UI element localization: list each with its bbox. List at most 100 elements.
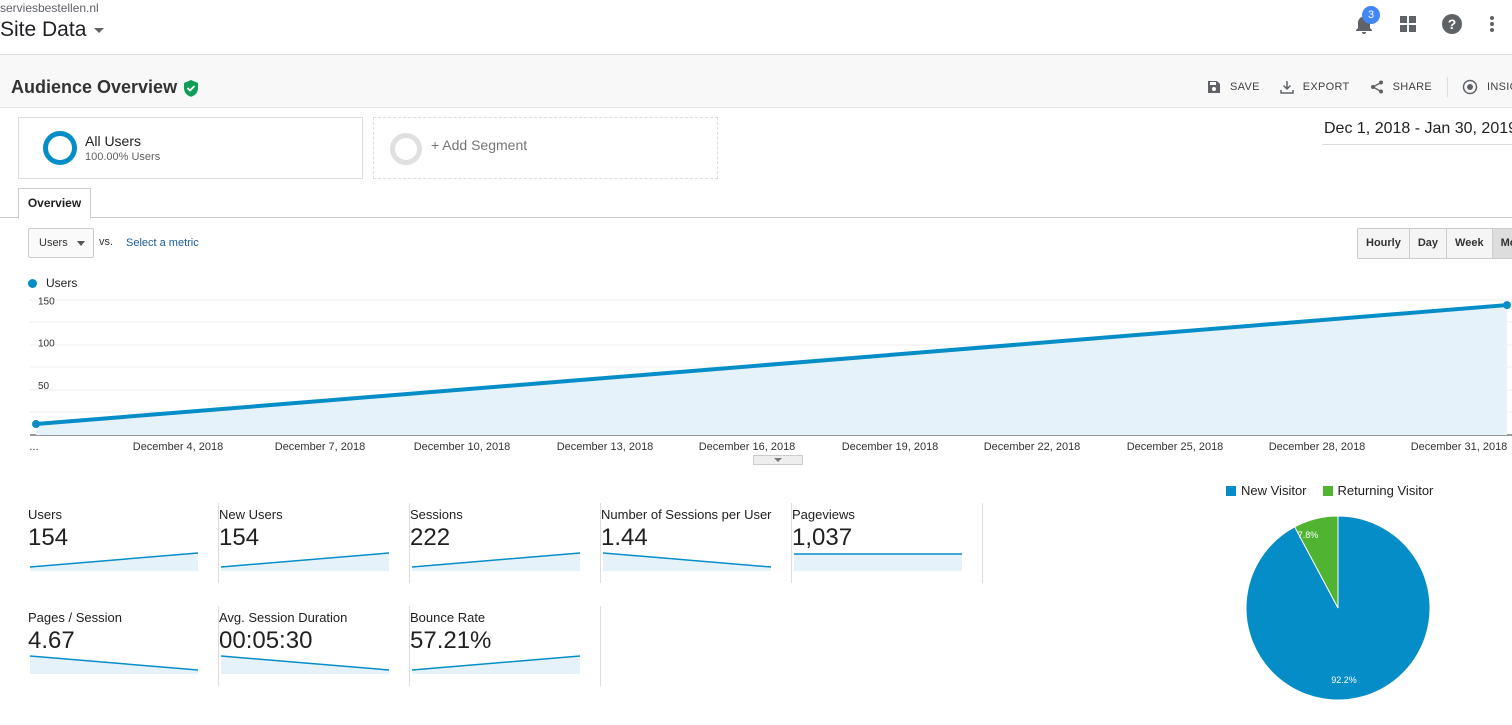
- chart-expand-handle[interactable]: [753, 455, 803, 465]
- metric-label: Pageviews: [792, 507, 855, 522]
- hourly-button[interactable]: Hourly: [1358, 229, 1410, 258]
- segment-all-users[interactable]: All Users 100.00% Users: [18, 117, 363, 179]
- tab-overview[interactable]: Overview: [18, 188, 91, 219]
- sparkline: [794, 553, 962, 571]
- svg-text:?: ?: [1448, 16, 1457, 32]
- day-button[interactable]: Day: [1409, 229, 1448, 258]
- metric-tile[interactable]: Bounce Rate 57.21%: [410, 606, 601, 686]
- bell-icon[interactable]: 3: [1350, 6, 1380, 38]
- export-button[interactable]: EXPORT: [1279, 80, 1350, 94]
- legend-swatch: [1322, 485, 1333, 496]
- metric-tile[interactable]: Pages / Session 4.67: [28, 606, 219, 686]
- metric-value: 154: [219, 524, 260, 551]
- chevron-down-icon: [77, 241, 85, 246]
- chevron-down-icon: [774, 458, 782, 462]
- chart-legend: Users: [28, 276, 77, 290]
- sparkline-area: [603, 553, 771, 571]
- add-segment-label: + Add Segment: [431, 137, 528, 153]
- metric-value: 4.67: [28, 627, 75, 654]
- vs-label: vs.: [99, 236, 114, 248]
- chevron-down-icon: [94, 27, 105, 33]
- sparkline-area: [412, 656, 580, 674]
- x-tick-label: December 25, 2018: [1127, 441, 1224, 453]
- help-icon[interactable]: ?: [1438, 10, 1466, 38]
- sparkline: [221, 552, 389, 571]
- pie-label: 92.2%: [1331, 675, 1357, 685]
- metric-value: 1,037: [792, 524, 853, 551]
- sparkline-line: [603, 552, 771, 568]
- x-tick-label: December 4, 2018: [133, 441, 224, 453]
- more-vert-icon[interactable]: [1478, 10, 1506, 38]
- x-tick-label: ...: [29, 441, 38, 453]
- verified-shield-icon: [184, 79, 199, 97]
- legend-swatch: [1226, 485, 1236, 496]
- legend-returning-visitor: Returning Visitor: [1322, 483, 1433, 498]
- metric-tile[interactable]: Pageviews 1,037: [792, 503, 983, 583]
- sparkline: [412, 552, 580, 571]
- metric-label: New Users: [219, 507, 283, 522]
- save-icon: [1208, 81, 1220, 93]
- sparkline: [30, 655, 198, 674]
- date-range-picker[interactable]: Dec 1, 2018 - Jan 30, 2019: [1322, 120, 1512, 145]
- x-tick-label: December 31, 2018: [1411, 441, 1508, 453]
- granularity-toggle: Hourly Day Week Month: [1357, 228, 1512, 259]
- data-point: [1503, 301, 1511, 310]
- select-metric-link[interactable]: Select a metric: [126, 237, 199, 249]
- sparkline-area: [30, 553, 198, 571]
- pie-label: 7.8%: [1298, 530, 1319, 540]
- sparkline-area: [412, 553, 580, 571]
- segment-name: All Users: [85, 133, 142, 149]
- add-segment-button[interactable]: + Add Segment: [373, 117, 718, 179]
- report-actions: SAVE EXPORT SHARE INSIGHTS: [1207, 77, 1512, 97]
- sparkline: [30, 552, 198, 571]
- segment-ring-icon: [43, 131, 77, 165]
- sparkline: [412, 655, 580, 674]
- x-tick-label: December 13, 2018: [557, 441, 654, 453]
- share-button[interactable]: SHARE: [1370, 80, 1432, 94]
- metric-label: Sessions: [410, 507, 463, 522]
- metric-label: Users: [28, 507, 62, 522]
- x-tick-label: December 19, 2018: [842, 441, 939, 453]
- apps-grid-icon[interactable]: [1394, 10, 1422, 38]
- property-name: serviesbestellen.nl: [0, 1, 99, 15]
- sparkline-area: [221, 656, 389, 674]
- report-header: Audience Overview SAVE EXPORT SHARE INSI…: [0, 55, 1512, 108]
- metric-tile[interactable]: Avg. Session Duration 00:05:30: [219, 606, 410, 686]
- metric-tile[interactable]: Sessions 222: [410, 503, 601, 583]
- metric-dropdown[interactable]: Users: [28, 228, 94, 258]
- users-line-chart: 50 100 150... December 4, 2018 December 7, 2…: [29, 296, 1512, 453]
- save-button[interactable]: SAVE: [1207, 80, 1260, 94]
- x-tick-label: December 10, 2018: [414, 441, 511, 453]
- legend-users: Users: [46, 276, 78, 290]
- week-button[interactable]: Week: [1447, 229, 1493, 258]
- view-selector[interactable]: Site Data: [0, 18, 105, 42]
- pie-slice[interactable]: [1294, 515, 1339, 609]
- metric-value: 00:05:30: [219, 627, 313, 654]
- metric-label: Pages / Session: [28, 610, 122, 625]
- sparkline-line: [30, 552, 198, 568]
- metric-tile[interactable]: Users 154: [28, 503, 219, 583]
- notification-badge: 3: [1362, 6, 1380, 24]
- download-icon: [1279, 81, 1294, 94]
- area-fill: [36, 305, 1507, 435]
- sparkline-line: [221, 655, 389, 671]
- x-tick-label: December 28, 2018: [1269, 441, 1366, 453]
- tab-bar: Overview: [0, 188, 1512, 219]
- metric-value: 1.44: [601, 524, 648, 551]
- sparkline-area: [30, 656, 198, 674]
- metric-tile[interactable]: New Users 154: [219, 503, 410, 583]
- x-tick-label: December 16, 2018: [699, 441, 796, 453]
- month-button[interactable]: Month: [1492, 229, 1512, 258]
- divider: [1446, 77, 1448, 97]
- series-line-users: [35, 303, 1508, 427]
- insights-button[interactable]: INSIGHTS: [1462, 79, 1512, 95]
- metric-tile[interactable]: Number of Sessions per User 1.44: [601, 503, 792, 583]
- data-point: [32, 420, 40, 429]
- legend-dot: [28, 278, 37, 288]
- share-icon: [1370, 80, 1383, 94]
- sparkline-line: [412, 552, 580, 568]
- view-name: Site Data: [0, 18, 87, 41]
- x-tick-label: December 7, 2018: [275, 441, 366, 453]
- sparkline-area: [794, 554, 962, 571]
- metric-value: 154: [28, 524, 69, 551]
